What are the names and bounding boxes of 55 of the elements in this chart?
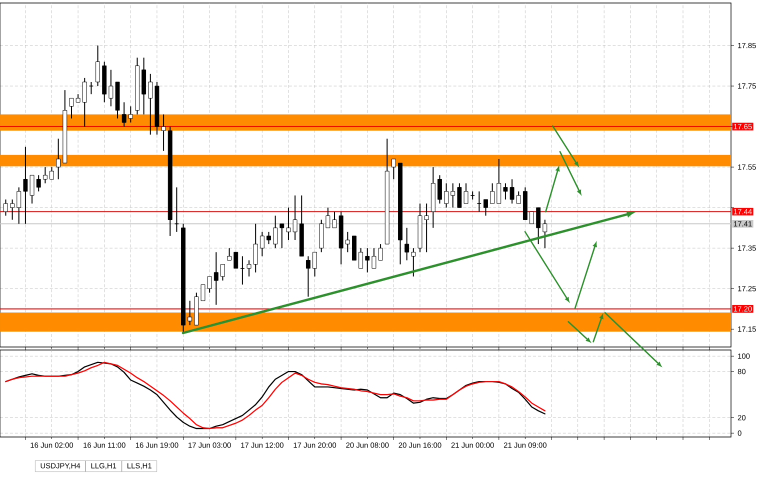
- candlestick: [214, 252, 218, 306]
- candlestick: [128, 106, 133, 124]
- candlestick: [536, 207, 541, 245]
- candlestick: [69, 98, 74, 119]
- candlestick: [266, 231, 271, 245]
- candlestick: [292, 194, 298, 241]
- candlestick: [484, 199, 488, 216]
- candlestick: [220, 264, 225, 282]
- candlestick: [490, 182, 495, 204]
- candlestick: [312, 252, 317, 277]
- candlestick: [234, 252, 238, 269]
- candlestick: [148, 73, 153, 136]
- candlestick: [476, 190, 482, 212]
- candlestick: [411, 248, 416, 277]
- candlestick: [444, 182, 449, 208]
- candlestick: [227, 248, 232, 261]
- candlestick: [246, 260, 252, 277]
- candlestick: [200, 284, 206, 302]
- candlestick: [96, 45, 100, 87]
- candlestick: [286, 207, 291, 241]
- candlestick: [10, 199, 15, 220]
- candlestick: [16, 186, 22, 224]
- candlestick: [36, 174, 41, 192]
- candlestick: [50, 166, 54, 180]
- candlestick: [82, 77, 87, 128]
- candlestick: [273, 215, 278, 249]
- candlestick: [207, 276, 212, 294]
- candlestick: [496, 158, 502, 204]
- candlestick: [345, 231, 350, 253]
- candlestick: [542, 219, 548, 249]
- candlestick: [437, 174, 442, 204]
- candlestick: [4, 199, 8, 216]
- candlestick: [326, 207, 330, 228]
- candlestick: [365, 248, 370, 273]
- candlestick: [88, 81, 94, 95]
- candlestick: [464, 182, 468, 204]
- candlestick: [56, 138, 61, 180]
- candlestick: [253, 223, 258, 273]
- candlestick: [188, 300, 192, 326]
- candlestick: [404, 227, 410, 261]
- candlestick: [332, 211, 337, 228]
- candlestick: [358, 248, 364, 269]
- candlestick: [306, 256, 310, 298]
- candlestick: [42, 166, 48, 184]
- candlestick: [108, 69, 114, 107]
- candlestick: [530, 211, 534, 224]
- candlestick: [240, 256, 245, 286]
- candlestick: [450, 182, 456, 208]
- candlestick: [424, 203, 429, 253]
- candlestick: [260, 231, 264, 257]
- candlestick: [457, 182, 462, 208]
- candlestick: [122, 102, 126, 128]
- candlestick: [280, 223, 284, 249]
- candlestick: [516, 190, 521, 204]
- candlestick: [391, 158, 396, 180]
